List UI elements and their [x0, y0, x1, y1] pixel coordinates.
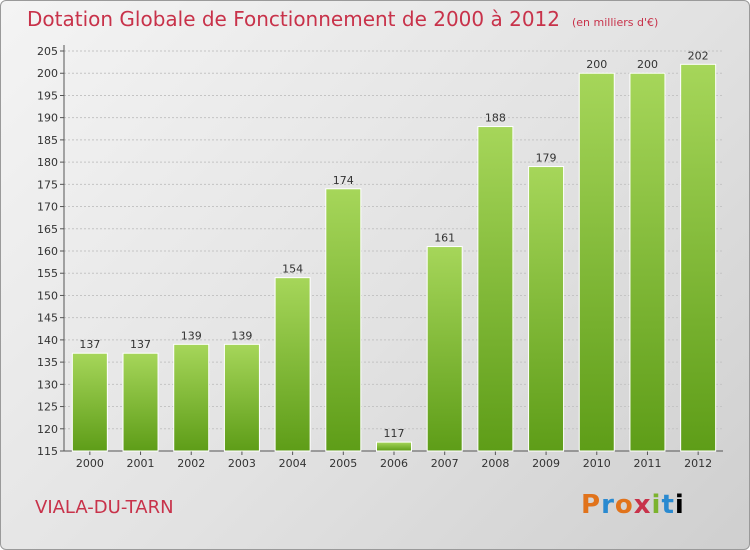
bar	[325, 188, 362, 452]
y-tick-label: 125	[37, 401, 58, 414]
y-tick-label: 200	[37, 67, 58, 80]
x-tick-label: 2004	[279, 457, 307, 470]
value-label: 188	[485, 112, 506, 125]
value-label: 161	[434, 232, 455, 245]
value-label: 200	[586, 58, 607, 71]
chart-title: Dotation Globale de Fonctionnement de 20…	[27, 7, 560, 31]
y-tick-label: 115	[37, 445, 58, 458]
bar	[528, 166, 565, 452]
commune-name: VIALA-DU-TARN	[35, 497, 174, 518]
bar	[578, 72, 615, 452]
y-tick-label: 170	[37, 201, 58, 214]
x-tick-label: 2000	[76, 457, 104, 470]
proxiti-logo: Proxiti	[581, 490, 685, 520]
bar	[477, 126, 514, 452]
x-tick-label: 2008	[481, 457, 509, 470]
logo-letter: P	[581, 490, 602, 520]
bar	[122, 352, 159, 452]
chart-unit-note: (en milliers d'€)	[572, 16, 659, 29]
y-tick-label: 185	[37, 134, 58, 147]
value-label: 154	[282, 263, 303, 276]
y-tick-label: 195	[37, 89, 58, 102]
y-tick-label: 190	[37, 112, 58, 125]
bar	[426, 246, 463, 452]
logo-letter: o	[614, 490, 634, 520]
x-tick-label: 2011	[633, 457, 661, 470]
y-tick-label: 175	[37, 178, 58, 191]
value-label: 139	[181, 329, 202, 342]
value-label: 117	[384, 427, 405, 440]
value-label: 179	[536, 152, 557, 165]
bar	[629, 72, 666, 452]
x-tick-label: 2003	[228, 457, 256, 470]
y-tick-label: 130	[37, 378, 58, 391]
logo-letter: i	[674, 490, 685, 520]
x-tick-label: 2007	[431, 457, 459, 470]
bars	[71, 63, 717, 452]
y-tick-label: 180	[37, 156, 58, 169]
value-label: 137	[79, 338, 100, 351]
grid-lines	[64, 50, 723, 430]
y-tick-label: 140	[37, 334, 58, 347]
y-tick-labels: 115 120 125 130 135 140 145 150 155 160 165 170 175 1…	[37, 45, 58, 458]
x-tick-label: 2002	[177, 457, 205, 470]
value-labels: 137 137 139 139 154 174 117 161 188 179 200 200 202	[79, 49, 708, 440]
value-label: 200	[637, 58, 658, 71]
x-tick-label: 2005	[329, 457, 357, 470]
x-tick-label: 2010	[583, 457, 611, 470]
axes	[60, 45, 723, 455]
x-tick-labels: 2000 2001 2002 2003 2004 2005 2006 2007 2008 2009…	[76, 457, 712, 470]
x-tick-label: 2009	[532, 457, 560, 470]
x-tick-label: 2012	[684, 457, 712, 470]
y-tick-label: 120	[37, 423, 58, 436]
logo-letter: r	[601, 490, 615, 520]
value-label: 137	[130, 338, 151, 351]
x-tick-label: 2001	[127, 457, 155, 470]
y-tick-label: 165	[37, 223, 58, 236]
y-tick-label: 205	[37, 45, 58, 58]
bar	[274, 277, 311, 452]
y-tick-label: 150	[37, 289, 58, 302]
bar	[223, 343, 260, 452]
y-tick-label: 145	[37, 312, 58, 325]
logo-letter: i	[651, 490, 662, 520]
value-label: 139	[231, 329, 252, 342]
bar	[71, 352, 108, 452]
x-tick-label: 2006	[380, 457, 408, 470]
value-label: 202	[688, 49, 709, 62]
y-tick-label: 160	[37, 245, 58, 258]
logo-letter: t	[661, 490, 675, 520]
chart-title-block: Dotation Globale de Fonctionnement de 20…	[27, 7, 658, 31]
y-tick-label: 135	[37, 356, 58, 369]
logo-letter: x	[633, 490, 652, 520]
value-label: 174	[333, 174, 354, 187]
bar	[173, 343, 210, 452]
bar	[680, 63, 717, 452]
y-tick-label: 155	[37, 267, 58, 280]
bar	[376, 441, 412, 452]
